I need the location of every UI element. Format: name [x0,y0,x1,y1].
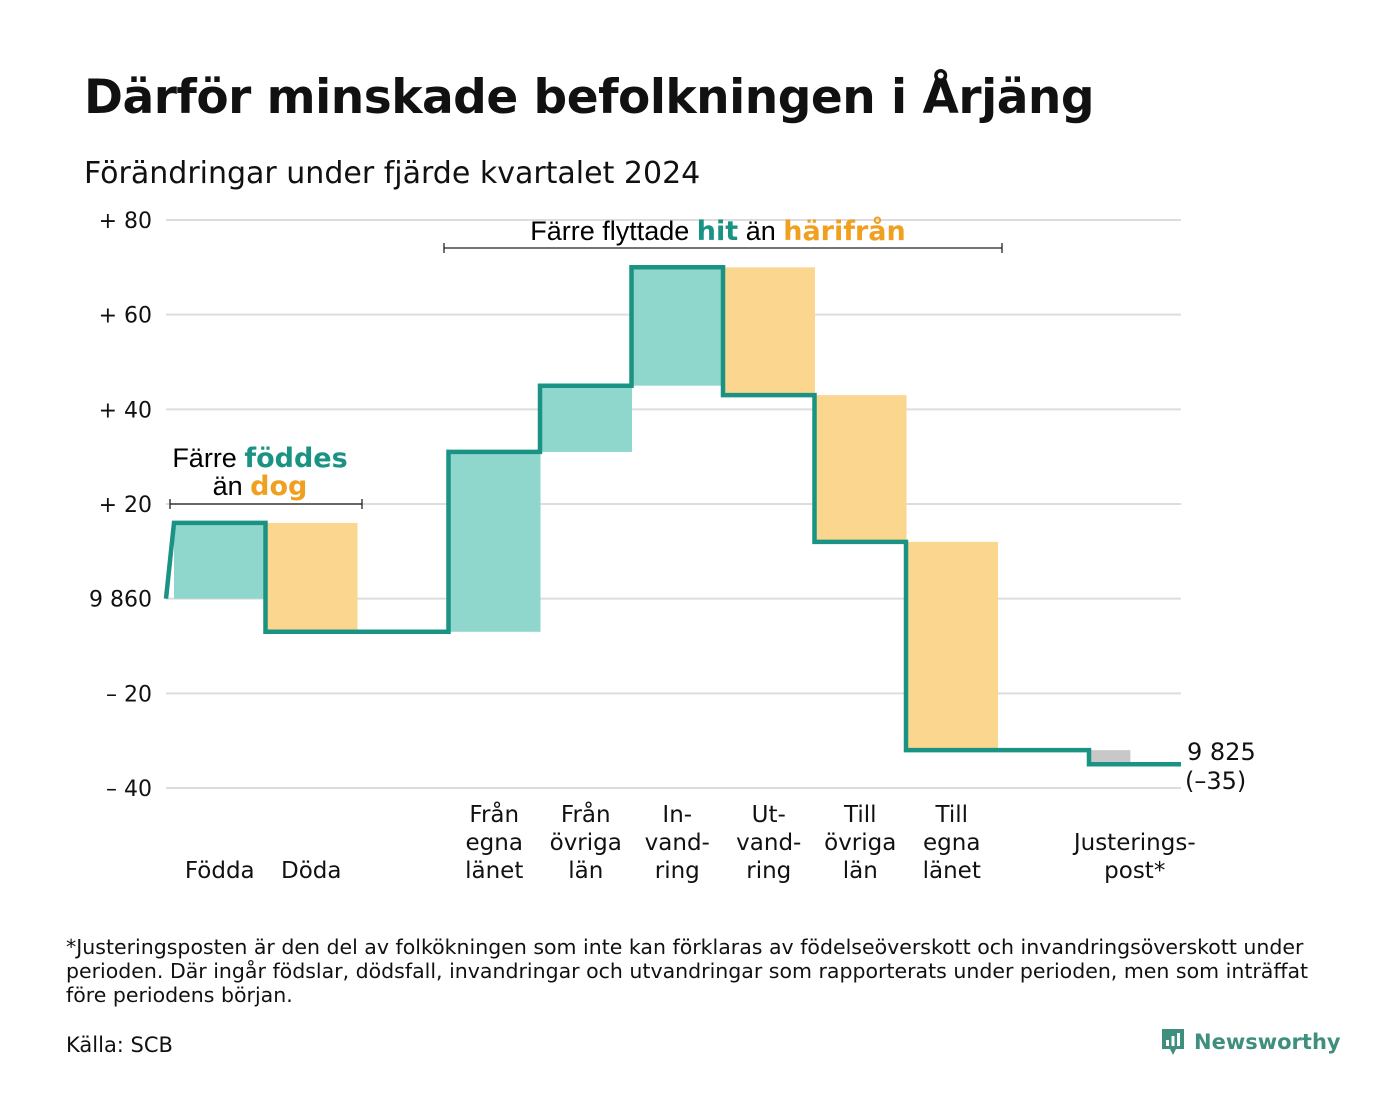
annotation-migration: Färre flyttade hit än härifrån [443,215,1003,253]
x-category-label: län [568,858,603,884]
x-category-label: län [843,858,878,884]
end-value-label: 9 825 [1187,738,1256,766]
annotation-births-text-2: än [213,471,251,501]
footnote: *Justeringsposten är den del av folkökni… [66,935,1309,1007]
bar-increase [540,385,632,452]
waterfall-chart: + 80 + 60 + 40 + 20 9 860 – 20 – 40 Födda Döda F… [89,209,1256,884]
cumulative-line [163,265,1181,767]
end-change-label: (–35) [1185,767,1246,795]
bar-increase [174,522,266,599]
x-category-label: övriga [824,830,896,856]
y-tick-label: + 60 [99,304,152,329]
y-tick-label: + 20 [99,493,152,518]
x-category-label: Justerings- [1072,830,1196,856]
x-category-label: vand- [645,830,710,856]
bar-increase [631,267,724,386]
y-tick-label: + 40 [99,398,152,423]
x-axis: Födda DödaFrånegnalänetFrånövrigalänIn-va… [185,800,1196,884]
x-category-label: övriga [550,830,622,856]
annotation-migration-highlight-in: hit [697,216,738,247]
x-category-label: Döda [281,858,341,884]
bar-decrease [265,522,358,632]
y-axis: + 80 + 60 + 40 + 20 9 860 – 20 – 40 [89,209,152,802]
x-category-label: ring [746,858,791,884]
x-category-label: Ut- [752,802,786,828]
y-tick-label: + 80 [99,209,152,234]
y-tick-label: – 40 [106,777,152,802]
annotation-migration-text: Färre flyttade [530,216,697,246]
bar-decrease [723,267,815,396]
bar-increase [448,451,541,632]
annotation-births-highlight: föddes [244,443,347,474]
annotation-births-bracket [169,499,363,509]
svg-text:Färre flyttade hit än härifrån: Färre flyttade hit än härifrån [530,215,906,247]
x-category-label: ring [655,858,700,884]
x-category-label: egna [466,830,523,856]
bar-decrease [814,395,907,542]
x-category-label: Från [561,800,611,828]
newsworthy-chart-icon [1162,1029,1184,1055]
brand-name: Newsworthy [1194,1030,1341,1054]
x-category-label: länet [923,858,981,884]
annotation-migration-mid: än [738,216,783,246]
bar-adjustment [1089,750,1131,765]
svg-text:Färre föddes: Färre föddes [172,443,347,474]
chart-title: Därför minskade befolkningen i Årjäng [84,70,1095,125]
source: Källa: SCB [66,1033,173,1057]
x-category-label: Till [843,802,877,828]
bars [174,267,1131,765]
x-category-label: Födda [185,858,255,884]
x-category-label: In- [662,802,692,828]
annotation-migration-bracket [443,243,1003,253]
x-category-label: vand- [736,830,801,856]
y-tick-label: – 20 [106,682,152,707]
x-category-label: Till [934,802,968,828]
annotation-migration-highlight-out: härifrån [783,215,906,247]
bar-decrease [906,541,998,751]
annotation-births-text: Färre [172,443,244,473]
chart-subtitle: Förändringar under fjärde kvartalet 2024 [84,156,701,191]
x-category-label: Från [469,800,519,828]
y-tick-label: 9 860 [89,588,152,613]
x-category-label: länet [465,858,523,884]
annotation-births: Färre föddes än dog [169,443,363,509]
svg-text:än dog: än dog [213,471,308,502]
x-category-label: egna [923,830,980,856]
annotation-deaths-highlight: dog [250,471,307,502]
brand-logo: Newsworthy [1160,1027,1341,1057]
x-category-label: post* [1104,858,1165,884]
